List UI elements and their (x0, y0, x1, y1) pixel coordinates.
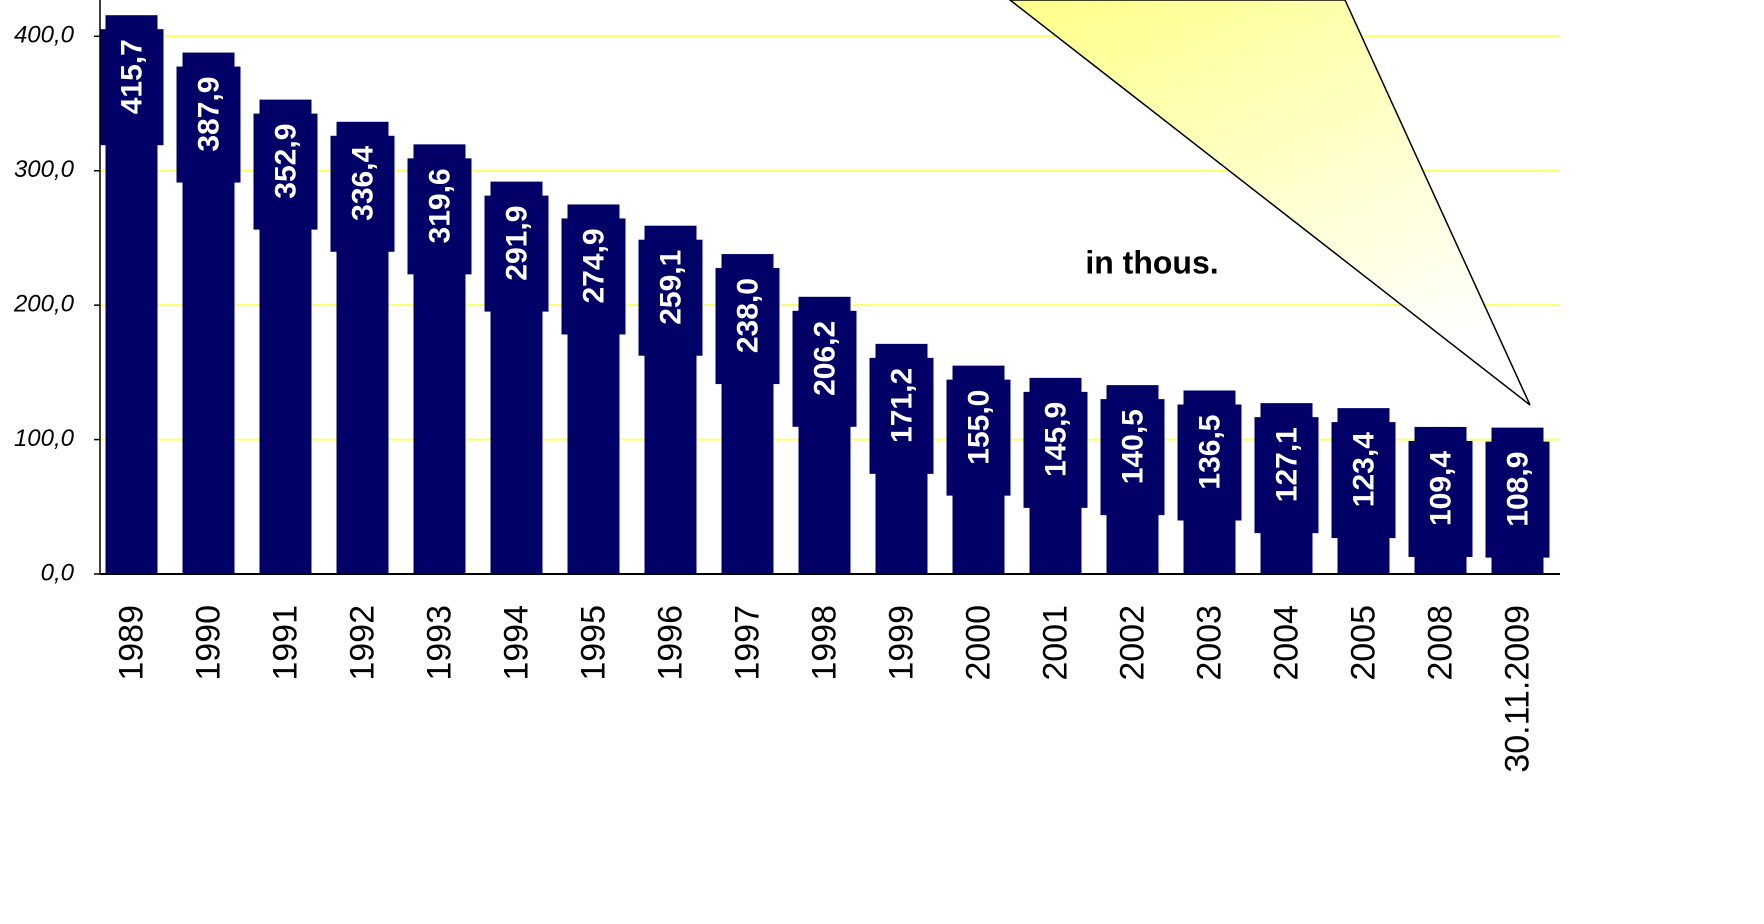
label-box (407, 158, 472, 275)
data-label: 155,0 (962, 390, 995, 465)
label-box (484, 195, 549, 312)
label-box (330, 135, 395, 252)
y-tick-label: 300,0 (14, 156, 75, 183)
x-tick-label: 1995 (574, 605, 612, 681)
y-tick-label: 400,0 (14, 22, 75, 49)
label-box (561, 218, 626, 335)
x-tick-label: 2000 (959, 605, 997, 681)
x-tick-label: 2001 (1036, 605, 1074, 681)
x-tick-label: 1993 (420, 605, 458, 681)
x-tick-label: 30.11.2009 (1498, 605, 1536, 773)
label-box (869, 357, 934, 474)
y-tick-label: 0,0 (41, 559, 75, 586)
label-box (946, 379, 1011, 496)
x-tick-label: 2005 (1344, 605, 1382, 681)
data-label: 238,0 (731, 278, 764, 353)
plot: 415,7 1989 387,9 1990 352,9 1991 336,4 1992 319,… (99, 0, 1560, 773)
data-label: 123,4 (1347, 432, 1380, 507)
label-box (638, 239, 703, 356)
label-box (1408, 440, 1473, 557)
x-tick-label: 1990 (189, 605, 227, 681)
data-label: 127,1 (1270, 427, 1303, 502)
data-label: 274,9 (577, 228, 610, 303)
label-box (1331, 422, 1396, 539)
x-tick-label: 2003 (1190, 605, 1228, 681)
x-tick-label: 1996 (651, 605, 689, 681)
x-tick-label: 2008 (1421, 605, 1459, 681)
label-box (1023, 391, 1088, 508)
data-label: 291,9 (500, 206, 533, 281)
x-tick-label: 2004 (1267, 605, 1305, 681)
x-tick-label: 1998 (805, 605, 843, 681)
x-tick-label: 1994 (497, 605, 535, 681)
data-label: 108,9 (1501, 452, 1534, 527)
y-tick-label: 100,0 (14, 425, 75, 452)
label-box (792, 310, 857, 427)
y-tick-label: 200,0 (13, 290, 75, 317)
data-label: 319,6 (423, 168, 456, 243)
data-label: 171,2 (885, 368, 918, 443)
data-label: 352,9 (269, 124, 302, 199)
label-box (715, 268, 780, 385)
x-tick-label: 1991 (266, 605, 304, 681)
annotation: in thous. (1085, 244, 1218, 280)
label-box (1177, 404, 1242, 521)
label-box (253, 113, 318, 230)
data-label: 336,4 (346, 145, 379, 220)
label-box (176, 66, 241, 183)
data-label: 109,4 (1424, 451, 1457, 526)
data-label: 136,5 (1193, 415, 1226, 490)
callout-beam (1008, 0, 1531, 406)
x-tick-label: 1999 (882, 605, 920, 681)
x-tick-label: 2002 (1113, 605, 1151, 681)
data-label: 387,9 (192, 77, 225, 152)
x-tick-label: 1997 (728, 605, 766, 681)
data-label: 206,2 (808, 321, 841, 396)
label-box (1100, 399, 1165, 516)
label-box (1254, 417, 1319, 534)
label-box (99, 29, 164, 146)
data-label: 145,9 (1039, 402, 1072, 477)
x-tick-label: 1989 (112, 605, 150, 681)
label-box (1485, 441, 1550, 558)
data-label: 140,5 (1116, 409, 1149, 484)
data-label: 259,1 (654, 250, 687, 325)
x-tick-label: 1992 (343, 605, 381, 681)
data-label: 415,7 (115, 39, 148, 114)
